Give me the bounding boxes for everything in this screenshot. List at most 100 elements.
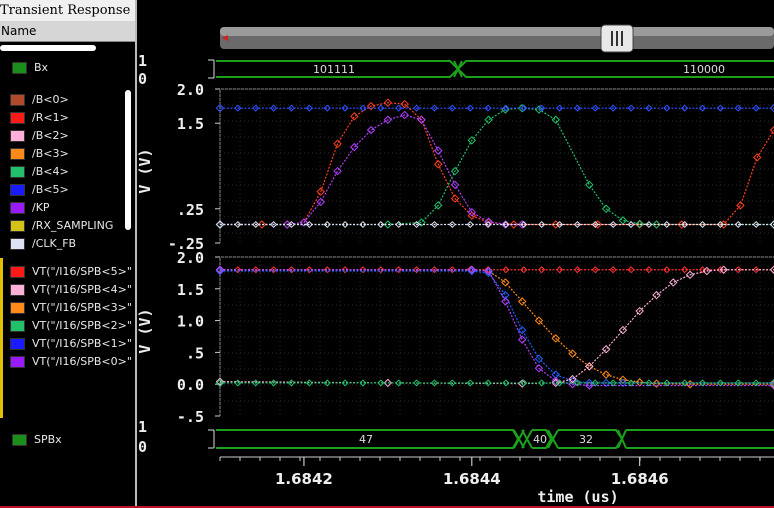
signal-label: /CLK_FB: [32, 237, 77, 250]
signal-label: VT("/I16/SPB<5>": [32, 265, 132, 278]
color-swatch: [10, 130, 25, 142]
data-point: [568, 374, 577, 384]
bus-bottom-value-2: 40: [533, 433, 547, 446]
color-swatch: [10, 356, 25, 368]
bus-top-value-2: 110000: [683, 63, 725, 76]
y-tick-label: .5: [186, 344, 204, 362]
data-point: [520, 379, 528, 387]
data-point: [501, 290, 510, 300]
y-tick-label: 1.0: [177, 313, 204, 331]
signal-browser: Transient Response Name Bx/B<0> /R<1> /B<2…: [0, 0, 135, 508]
signal-label: VT("/I16/SPB<2>": [32, 319, 132, 332]
data-point: [551, 220, 561, 229]
signal-item[interactable]: /B<3>: [10, 146, 69, 162]
data-point: [359, 104, 367, 112]
data-point: [400, 99, 409, 109]
data-point: [734, 220, 742, 229]
data-point: [270, 220, 278, 229]
signal-item[interactable]: SPBx: [12, 432, 62, 448]
signal-item[interactable]: /B<0>: [10, 92, 69, 108]
signal-label: VT("/I16/SPB<4>": [32, 283, 132, 296]
data-point: [663, 379, 671, 387]
time-scrollbar[interactable]: [220, 24, 774, 53]
data-point: [305, 104, 313, 112]
data-point: [215, 265, 225, 274]
signal-item[interactable]: Bx: [12, 60, 48, 76]
data-point: [448, 379, 456, 387]
data-point: [287, 220, 296, 229]
data-point: [585, 381, 594, 390]
data-point: [287, 379, 296, 387]
signal-item[interactable]: /B<4>: [10, 164, 69, 180]
waveform-plot-area: 1 0 101111 110000 2.01.5.25-.25V (V) 2.0…: [138, 24, 774, 506]
data-point: [484, 104, 492, 112]
column-header-label: Name: [1, 24, 37, 38]
signal-item[interactable]: VT("/I16/SPB<3>": [10, 300, 132, 316]
signal-item[interactable]: /RX_SAMPLING: [10, 218, 113, 234]
data-point: [400, 110, 409, 120]
pane-divider[interactable]: [135, 0, 137, 508]
series-line: [219, 269, 774, 385]
x-axis-label: time (us): [537, 488, 618, 506]
data-point: [601, 204, 611, 214]
data-point: [257, 220, 267, 229]
signal-item[interactable]: /R<1>: [10, 110, 69, 126]
data-point: [585, 180, 594, 190]
data-point: [383, 115, 393, 125]
data-point: [609, 379, 617, 387]
data-point: [601, 370, 611, 379]
vertical-scrollbar[interactable]: [125, 90, 131, 230]
signal-item[interactable]: VT("/I16/SPB<5>": [10, 264, 132, 280]
signal-item[interactable]: /B<5>: [10, 182, 69, 198]
data-point: [430, 266, 438, 274]
window-bottom-border: [0, 506, 774, 508]
color-swatch: [10, 338, 25, 350]
data-point: [769, 103, 774, 113]
x-tick-label: 1.6842: [275, 470, 333, 488]
data-point: [556, 379, 564, 387]
data-point: [395, 220, 403, 229]
data-point: [287, 104, 296, 112]
data-point: [585, 378, 594, 388]
signal-item[interactable]: /KP: [10, 200, 50, 216]
data-point: [538, 379, 546, 387]
data-point: [502, 104, 510, 112]
signal-item[interactable]: /CLK_FB: [10, 236, 76, 252]
horizontal-scrollbar[interactable]: [0, 45, 96, 51]
signal-item[interactable]: VT("/I16/SPB<1>": [10, 336, 132, 352]
y-tick-label: 2.0: [177, 81, 204, 99]
data-point: [234, 220, 242, 229]
column-header-name[interactable]: Name: [0, 21, 135, 42]
data-point: [585, 362, 594, 371]
data-point: [234, 104, 242, 112]
signal-label: /R<1>: [32, 111, 69, 124]
data-point: [663, 266, 671, 274]
data-point: [323, 220, 331, 229]
data-point: [252, 104, 260, 112]
data-point: [252, 266, 260, 274]
data-point: [517, 220, 527, 229]
bus-bottom-strip: 1 0 47 40 32: [138, 418, 774, 456]
y-tick-label: 1.5: [177, 281, 204, 299]
data-point: [341, 379, 349, 387]
signal-item[interactable]: VT("/I16/SPB<2>": [10, 318, 132, 334]
signal-item[interactable]: /B<2>: [10, 128, 69, 144]
y-tick-label: -.25: [168, 235, 204, 253]
data-point: [752, 379, 760, 387]
data-point: [635, 306, 644, 316]
signal-label: /B<3>: [32, 147, 69, 160]
signal-item[interactable]: VT("/I16/SPB<4>": [10, 282, 132, 298]
y-axis-label: V (V): [138, 308, 154, 353]
data-point: [618, 216, 628, 225]
data-point: [716, 220, 724, 229]
data-point: [556, 220, 564, 229]
data-point: [769, 265, 774, 274]
data-point: [215, 378, 225, 388]
series-line: [220, 114, 523, 226]
signal-item[interactable]: VT("/I16/SPB<0>": [10, 354, 132, 370]
data-point: [215, 103, 225, 113]
signal-label: SPBx: [34, 433, 62, 446]
data-point: [645, 379, 653, 387]
data-point: [719, 265, 728, 274]
data-point: [556, 104, 564, 112]
